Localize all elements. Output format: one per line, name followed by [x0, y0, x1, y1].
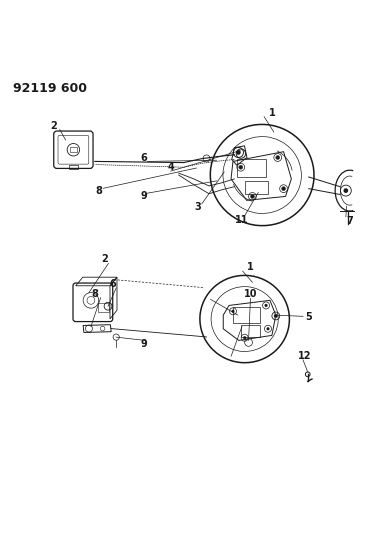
- Bar: [237, 159, 266, 177]
- Text: 3: 3: [194, 202, 201, 212]
- Bar: [98, 303, 109, 312]
- Bar: [69, 165, 78, 169]
- Bar: [245, 181, 268, 195]
- Text: 2: 2: [51, 120, 57, 131]
- Circle shape: [243, 336, 246, 340]
- Circle shape: [276, 156, 279, 159]
- Text: 5: 5: [305, 312, 312, 322]
- Circle shape: [236, 150, 241, 155]
- Text: 7: 7: [347, 215, 353, 225]
- Circle shape: [265, 304, 268, 307]
- Text: 92119 600: 92119 600: [13, 82, 87, 95]
- Text: 6: 6: [140, 154, 147, 163]
- Text: 9: 9: [140, 340, 147, 349]
- Bar: [70, 148, 76, 152]
- Circle shape: [239, 165, 243, 169]
- Text: 1: 1: [247, 262, 254, 271]
- Text: 11: 11: [235, 215, 249, 225]
- Circle shape: [274, 314, 278, 318]
- Bar: [241, 325, 260, 336]
- Text: 1: 1: [269, 108, 275, 118]
- Bar: [233, 308, 260, 323]
- Circle shape: [267, 327, 270, 330]
- Circle shape: [281, 187, 285, 191]
- Text: 9: 9: [140, 191, 147, 201]
- Text: 6: 6: [109, 279, 116, 289]
- Text: 4: 4: [167, 162, 174, 172]
- Circle shape: [231, 310, 234, 313]
- Circle shape: [250, 195, 254, 198]
- Circle shape: [343, 188, 348, 193]
- Text: 12: 12: [298, 351, 312, 361]
- Text: 10: 10: [244, 289, 257, 298]
- Text: 2: 2: [101, 254, 108, 264]
- Text: 8: 8: [95, 187, 102, 196]
- Text: 8: 8: [91, 289, 98, 298]
